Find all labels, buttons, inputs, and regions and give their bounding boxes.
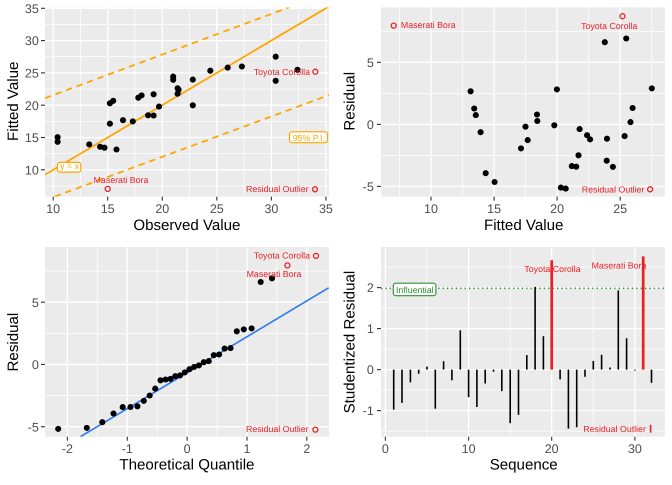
svg-text:5: 5 [367, 56, 374, 70]
svg-text:Maserati Bora: Maserati Bora [401, 20, 456, 30]
svg-text:Maserati Bora: Maserati Bora [247, 269, 302, 279]
svg-text:Fitted Value: Fitted Value [484, 217, 563, 234]
svg-text:Toyota Corolla: Toyota Corolla [254, 250, 310, 260]
svg-text:Residual: Residual [342, 72, 359, 131]
svg-text:-5: -5 [28, 420, 39, 434]
svg-text:Toyota Corolla: Toyota Corolla [581, 21, 637, 31]
svg-text:0: 0 [382, 442, 389, 456]
svg-text:10: 10 [462, 442, 476, 456]
svg-text:y = x: y = x [60, 161, 79, 171]
svg-text:0: 0 [184, 442, 191, 456]
svg-text:15: 15 [25, 131, 39, 145]
svg-text:Residual Outlier: Residual Outlier [246, 424, 309, 434]
svg-text:0: 0 [32, 358, 39, 372]
svg-text:-2: -2 [62, 442, 73, 456]
svg-text:10: 10 [424, 202, 438, 216]
svg-text:Sequence: Sequence [490, 456, 558, 473]
svg-text:30: 30 [628, 442, 642, 456]
svg-text:Residual Outlier: Residual Outlier [583, 424, 646, 434]
svg-text:95% P.I.: 95% P.I. [293, 133, 325, 143]
svg-text:30: 30 [25, 34, 39, 48]
svg-text:-1: -1 [363, 404, 374, 418]
svg-text:20: 20 [155, 202, 169, 216]
svg-text:Maserati Bora: Maserati Bora [94, 175, 149, 185]
svg-text:15: 15 [101, 202, 115, 216]
svg-text:Residual Outlier: Residual Outlier [582, 184, 645, 194]
svg-text:35: 35 [319, 202, 333, 216]
svg-text:Maserati Bora: Maserati Bora [592, 260, 647, 270]
svg-text:-1: -1 [122, 442, 133, 456]
svg-text:25: 25 [210, 202, 224, 216]
svg-text:Residual Outlier: Residual Outlier [246, 184, 309, 194]
svg-text:20: 20 [25, 99, 39, 113]
svg-text:25: 25 [613, 202, 627, 216]
svg-text:Theoretical Quantile: Theoretical Quantile [119, 456, 254, 473]
svg-text:30: 30 [264, 202, 278, 216]
svg-text:Residual: Residual [5, 313, 22, 372]
svg-text:1: 1 [367, 322, 374, 336]
svg-text:1: 1 [244, 442, 251, 456]
svg-text:0: 0 [367, 118, 374, 132]
svg-text:2: 2 [367, 281, 374, 295]
svg-text:20: 20 [545, 442, 559, 456]
svg-text:10: 10 [25, 163, 39, 177]
svg-text:Influential: Influential [396, 285, 434, 295]
svg-text:Observed Value: Observed Value [133, 217, 240, 234]
svg-text:5: 5 [32, 296, 39, 310]
svg-text:Studentized Residual: Studentized Residual [342, 271, 359, 414]
svg-text:10: 10 [46, 202, 60, 216]
svg-text:0: 0 [367, 363, 374, 377]
svg-text:25: 25 [25, 67, 39, 81]
svg-text:Toyota Corolla: Toyota Corolla [524, 264, 580, 274]
svg-text:Fitted Value: Fitted Value [5, 62, 22, 141]
svg-text:20: 20 [550, 202, 564, 216]
svg-text:Toyota Corolla: Toyota Corolla [254, 67, 310, 77]
svg-text:35: 35 [25, 2, 39, 16]
svg-text:2: 2 [303, 442, 310, 456]
svg-text:-5: -5 [363, 180, 374, 194]
svg-text:15: 15 [487, 202, 501, 216]
